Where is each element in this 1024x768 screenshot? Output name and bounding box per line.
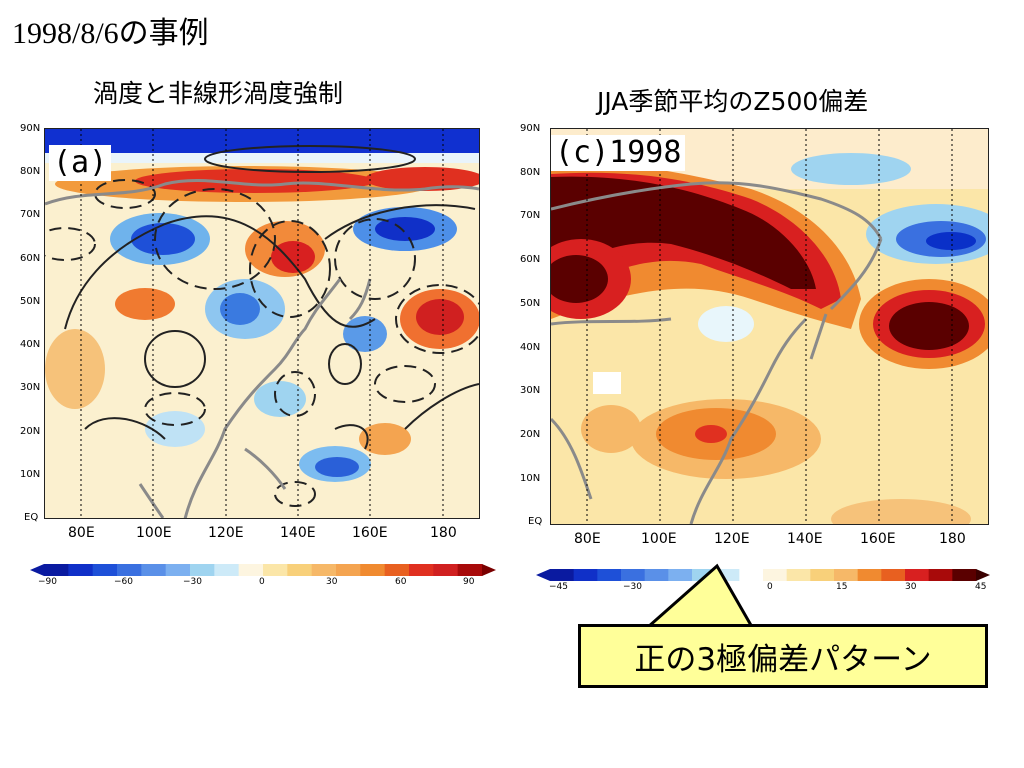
y-tick: 70N [20, 209, 41, 220]
colorbar-swatch [905, 569, 930, 581]
y-tick: 10N [520, 473, 541, 484]
callout-pointer [644, 563, 755, 629]
y-tick: EQ [24, 512, 39, 523]
colorbar-swatch [810, 569, 835, 581]
colorbar-label: 0 [259, 577, 265, 587]
colorbar-swatch [92, 564, 118, 576]
x-tick: 80E [68, 525, 95, 541]
x-tick: 100E [136, 525, 172, 541]
y-tick: 10N [20, 469, 41, 480]
colorbar-label: −45 [549, 582, 568, 592]
y-tick: 20N [20, 426, 41, 437]
left-map-field [45, 129, 479, 518]
y-tick: 50N [520, 298, 541, 309]
x-tick: 120E [208, 525, 244, 541]
colorbar-swatch [857, 569, 882, 581]
y-tick: 80N [20, 166, 41, 177]
x-tick: 120E [714, 531, 750, 547]
x-tick: 140E [280, 525, 316, 541]
x-tick: 100E [641, 531, 677, 547]
x-tick: 180 [939, 531, 966, 547]
colorbar-label: 45 [975, 582, 987, 592]
y-tick: 60N [20, 253, 41, 264]
y-tick: 70N [520, 210, 541, 221]
colorbar-label: 90 [463, 577, 475, 587]
x-tick: 180 [430, 525, 457, 541]
colorbar-swatch [68, 564, 94, 576]
y-tick: 80N [520, 167, 541, 178]
x-tick: 160E [352, 525, 388, 541]
colorbar-swatch [238, 564, 264, 576]
colorbar-label: 30 [905, 582, 917, 592]
colorbar-swatch [214, 564, 240, 576]
colorbar-swatch [644, 569, 669, 581]
x-tick: 160E [860, 531, 896, 547]
colorbar-swatch [928, 569, 953, 581]
colorbar-swatch [190, 564, 215, 576]
right-panel-subtitle: JJA季節平均のZ500偏差 [597, 87, 869, 116]
slide-title: 1998/8/6の事例 [12, 17, 209, 50]
colorbar-swatch [360, 564, 386, 576]
colorbar-swatch [457, 564, 483, 576]
left-map: (a) [44, 128, 480, 519]
colorbar-swatch [44, 564, 69, 576]
colorbar-swatch [573, 569, 598, 581]
colorbar-label: −30 [183, 577, 202, 587]
callout-text: 正の3極偏差パターン [634, 641, 932, 678]
colorbar-swatch [263, 564, 288, 576]
colorbar-label: 60 [395, 577, 407, 587]
y-tick: 50N [20, 296, 41, 307]
colorbar-label: 0 [767, 582, 773, 592]
colorbar-swatch [739, 569, 764, 581]
colorbar-swatch [287, 564, 313, 576]
colorbar-label: 30 [326, 577, 338, 587]
colorbar-label: −30 [623, 582, 642, 592]
colorbar-label: −90 [38, 577, 57, 587]
y-tick: 30N [520, 385, 541, 396]
colorbar-swatch [384, 564, 410, 576]
colorbar-swatch [668, 569, 693, 581]
x-tick: 80E [574, 531, 601, 547]
y-tick: 90N [520, 123, 541, 134]
colorbar-label: −60 [114, 577, 133, 587]
colorbar-swatch [550, 569, 575, 581]
colorbar-swatch [409, 564, 434, 576]
colorbar-swatch [311, 564, 337, 576]
colorbar-swatch [786, 569, 811, 581]
left-colorbar [30, 564, 496, 576]
right-colorbar [536, 569, 990, 581]
y-tick: 90N [20, 123, 41, 134]
y-tick: EQ [528, 516, 543, 527]
y-tick: 60N [520, 254, 541, 265]
left-panel-subtitle: 渦度と非線形渦度強制 [93, 79, 344, 108]
right-map: (c)1998 [550, 128, 989, 525]
colorbar-label: 15 [836, 582, 848, 592]
colorbar-swatch [834, 569, 859, 581]
colorbar-swatch [433, 564, 459, 576]
colorbar-swatch [597, 569, 622, 581]
colorbar-swatch [621, 569, 646, 581]
colorbar-swatch [141, 564, 167, 576]
colorbar-swatch [881, 569, 906, 581]
right-panel-label: (c)1998 [551, 135, 686, 171]
left-panel-label: (a) [49, 145, 112, 181]
colorbar-swatch [165, 564, 191, 576]
x-tick: 140E [787, 531, 823, 547]
colorbar-swatch [336, 564, 361, 576]
colorbar-swatch [763, 569, 788, 581]
colorbar-swatch [117, 564, 142, 576]
y-tick: 40N [520, 342, 541, 353]
colorbar-swatch [952, 569, 977, 581]
right-map-field [551, 129, 988, 524]
y-tick: 20N [520, 429, 541, 440]
callout-box: 正の3極偏差パターン [578, 624, 988, 688]
y-tick: 40N [20, 339, 41, 350]
y-tick: 30N [20, 382, 41, 393]
